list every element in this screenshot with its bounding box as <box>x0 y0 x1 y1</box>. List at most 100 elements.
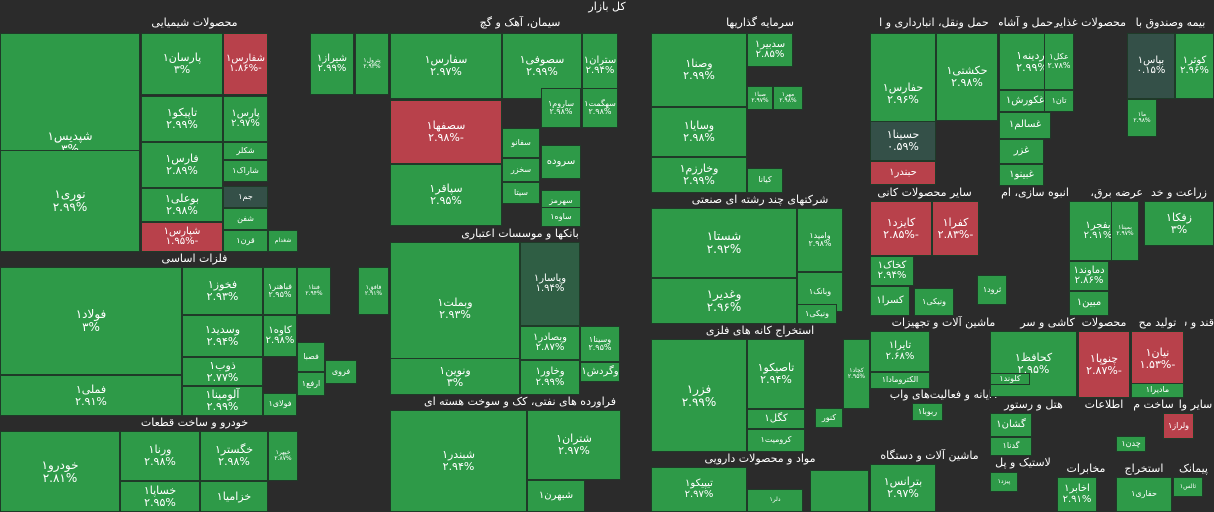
stock-tile[interactable]: چنوپا۱ -۲.۸۷% <box>1078 331 1130 398</box>
sector-header[interactable]: پیمانک <box>1173 462 1214 477</box>
stock-tile[interactable]: کلوند۱ <box>990 373 1030 385</box>
sector-header[interactable]: بیمه وصندوق با <box>1127 16 1214 32</box>
stock-tile[interactable]: پارسان۱ ۳% <box>141 33 223 95</box>
stock-tile[interactable]: شبهرن۱ <box>527 480 585 512</box>
stock-tile[interactable]: ونوین۱ ۳% <box>390 358 520 395</box>
stock-tile[interactable]: الکترومادا۱ <box>870 372 930 389</box>
stock-tile[interactable]: کحافظ۱ ۲.۹۵% <box>990 331 1077 397</box>
stock-tile[interactable]: وپاسار۱ ۱.۹۴% <box>520 242 580 326</box>
stock-tile[interactable]: دلر۱ <box>747 489 803 512</box>
stock-tile[interactable]: وامید۱ ۲.۹۸% <box>797 208 843 272</box>
stock-tile[interactable]: شپارس۱ -۱.۹۵% <box>141 222 223 252</box>
stock-tile[interactable]: کگل۱ <box>747 409 805 429</box>
sector-header[interactable]: استخراج <box>1116 462 1172 477</box>
stock-tile[interactable]: اخابر۱ ۲.۹۱% <box>1057 477 1097 512</box>
stock-tile[interactable]: کنور <box>815 408 843 428</box>
stock-tile[interactable]: خساپا۱ ۲.۹۵% <box>120 481 200 512</box>
sector-header[interactable]: ماشین آلات و دستگاه <box>870 449 989 464</box>
stock-tile[interactable]: صبا۱ ۲.۹۷% <box>747 86 773 110</box>
stock-tile[interactable]: نیان۱ -۱.۵۳% <box>1131 331 1184 386</box>
stock-tile[interactable]: ونیکی۱ <box>797 304 837 324</box>
stock-tile[interactable]: تان۱ <box>1044 90 1074 112</box>
stock-tile[interactable]: خپهر۱ ۲.۸۷% <box>268 431 298 481</box>
stock-tile[interactable]: وبملت۱ ۲.۹۳% <box>390 242 520 376</box>
sector-header[interactable]: قند و ش <box>1185 316 1214 331</box>
stock-tile[interactable]: ثرود۱ <box>977 275 1007 305</box>
sector-header[interactable]: ساخت م <box>1131 398 1176 413</box>
stock-tile[interactable]: شفن <box>223 208 268 230</box>
sector-header[interactable]: حمل و آشام <box>999 16 1053 32</box>
stock-tile[interactable]: وصنا۱ ۲.۹۹% <box>651 33 747 107</box>
stock-tile[interactable]: مبین۱ <box>1069 291 1109 316</box>
stock-tile[interactable]: مهر۱ ۲.۹۸% <box>773 86 803 110</box>
sector-header[interactable]: کاشی و سر <box>1018 316 1077 331</box>
stock-tile[interactable]: ارفع۱ <box>297 372 325 396</box>
stock-tile[interactable]: شغدام <box>268 230 298 252</box>
stock-tile[interactable]: شاراک۱ <box>223 160 268 182</box>
stock-tile[interactable]: وسینا۱ ۲.۹۵% <box>580 326 620 362</box>
stock-tile[interactable]: حبندر۱ <box>870 161 936 185</box>
stock-tile[interactable]: حسینا۱ ۰.۵۹% <box>870 121 936 161</box>
stock-tile[interactable]: سصفها۱ -۲.۹۸% <box>390 100 502 164</box>
stock-tile[interactable]: غسالم۱ <box>999 112 1051 139</box>
sector-header[interactable]: بانکها و موسسات اعتباری <box>390 227 650 242</box>
stock-tile[interactable]: فولای۱ <box>263 393 297 416</box>
stock-tile[interactable]: تاصیکو۱ ۲.۹۴% <box>747 339 805 409</box>
stock-tile[interactable]: تاپیکو۱ ۲.۹۹% <box>141 96 223 142</box>
stock-tile[interactable]: حفاری۱ <box>1116 477 1172 512</box>
stock-tile[interactable]: زفکا۱ ۳% <box>1144 201 1214 246</box>
stock-tile[interactable]: قرن۱ <box>223 230 268 252</box>
sector-header[interactable]: حمل ونقل، انبارداری و ا <box>870 16 998 32</box>
stock-tile[interactable]: کسرا۱ <box>870 286 910 316</box>
stock-tile[interactable]: فباهنر۱ ۲.۹۵% <box>263 267 297 315</box>
stock-tile[interactable]: غکورش۱ <box>999 90 1051 112</box>
sector-header[interactable]: مخابرات <box>1057 462 1115 477</box>
stock-tile[interactable]: سدبیر۱ ۲.۸۵% <box>747 33 793 67</box>
stock-tile[interactable]: سخزر <box>502 158 540 182</box>
stock-tile[interactable]: شکلر <box>223 142 268 160</box>
stock-tile[interactable]: گشان۱ <box>990 413 1032 437</box>
stock-tile[interactable]: فزر۱ ۲.۹۹% <box>651 339 747 452</box>
stock-tile[interactable]: پیزد۱ <box>990 472 1018 492</box>
stock-tile[interactable]: تایرا۱ ۲.۶۸% <box>870 331 930 372</box>
stock-tile[interactable]: کفرا۱ -۲.۸۳% <box>932 201 979 256</box>
sector-header[interactable]: زراعت و خد <box>1144 186 1214 201</box>
stock-tile[interactable]: حکشتی۱ ۲.۹۸% <box>936 33 998 121</box>
stock-tile[interactable]: عکل۱ ۲.۷۸% <box>1044 33 1074 90</box>
sector-header[interactable]: محصولات شیمیایی <box>0 16 389 32</box>
stock-tile[interactable]: بپاس۱ ۰.۱۵% <box>1127 33 1175 99</box>
sector-header[interactable]: سایر محصولات کانی <box>870 186 979 201</box>
stock-tile[interactable]: ما۱ ۲.۹۸% <box>1127 99 1157 137</box>
stock-tile[interactable]: ثالس۱ <box>1173 477 1203 497</box>
sector-header[interactable]: انبوه سازی، ام <box>980 186 1090 201</box>
sector-header[interactable]: رایانه و فعالیت‌های واب <box>870 388 1017 403</box>
stock-tile[interactable]: شتران۱ ۲.۹۷% <box>527 410 621 480</box>
stock-tile[interactable]: سروده <box>541 145 581 179</box>
stock-tile[interactable]: وبصادر۱ ۲.۸۷% <box>520 326 580 360</box>
sector-header[interactable]: محصولات <box>1078 316 1130 331</box>
stock-tile[interactable]: مادیرا۱ <box>1131 383 1184 398</box>
stock-tile[interactable]: خزامیا۱ <box>200 481 268 512</box>
stock-tile[interactable]: ورنا۱ ۲.۹۸% <box>120 431 200 481</box>
stock-tile[interactable]: خگستر۱ ۲.۹۸% <box>200 431 268 481</box>
sector-header[interactable]: سایر وا <box>1177 398 1214 413</box>
stock-tile[interactable]: وسایا۱ ۲.۹۸% <box>651 107 747 157</box>
stock-tile[interactable]: دماوند۱ ۲.۸۶% <box>1069 261 1109 291</box>
stock-tile[interactable]: شفارس۱ -۱.۸۶% <box>223 33 268 95</box>
stock-tile[interactable]: ولراز۱ <box>1163 413 1194 439</box>
stock-tile[interactable]: غزر <box>999 139 1044 164</box>
stock-tile[interactable]: شستا۱ ۲.۹۲% <box>651 208 797 278</box>
stock-tile[interactable]: فروی <box>325 360 357 384</box>
stock-tile[interactable]: چدن۱ <box>1116 436 1146 452</box>
stock-tile[interactable]: کرومیت۱ <box>747 429 805 452</box>
stock-tile[interactable]: فخوز۱ ۲.۹۳% <box>182 267 263 315</box>
stock-tile[interactable]: ذوب۱ ۲.۷۷% <box>182 357 263 386</box>
stock-tile[interactable]: بوعلی۱ ۲.۹۸% <box>141 188 223 222</box>
stock-tile[interactable]: ساروم۱ ۲.۹۸% <box>541 88 581 128</box>
stock-tile[interactable]: کوثر۱ ۲.۹۶% <box>1175 33 1214 99</box>
sector-header[interactable]: سیمان، آهک و گچ <box>390 16 650 32</box>
sector-header[interactable]: هتل و رستور <box>990 398 1077 413</box>
stock-tile[interactable]: سهرمز <box>541 190 581 212</box>
stock-tile[interactable]: سیتا <box>502 182 540 204</box>
stock-tile[interactable]: کچاد۱ ۲.۹۵% <box>843 339 870 409</box>
